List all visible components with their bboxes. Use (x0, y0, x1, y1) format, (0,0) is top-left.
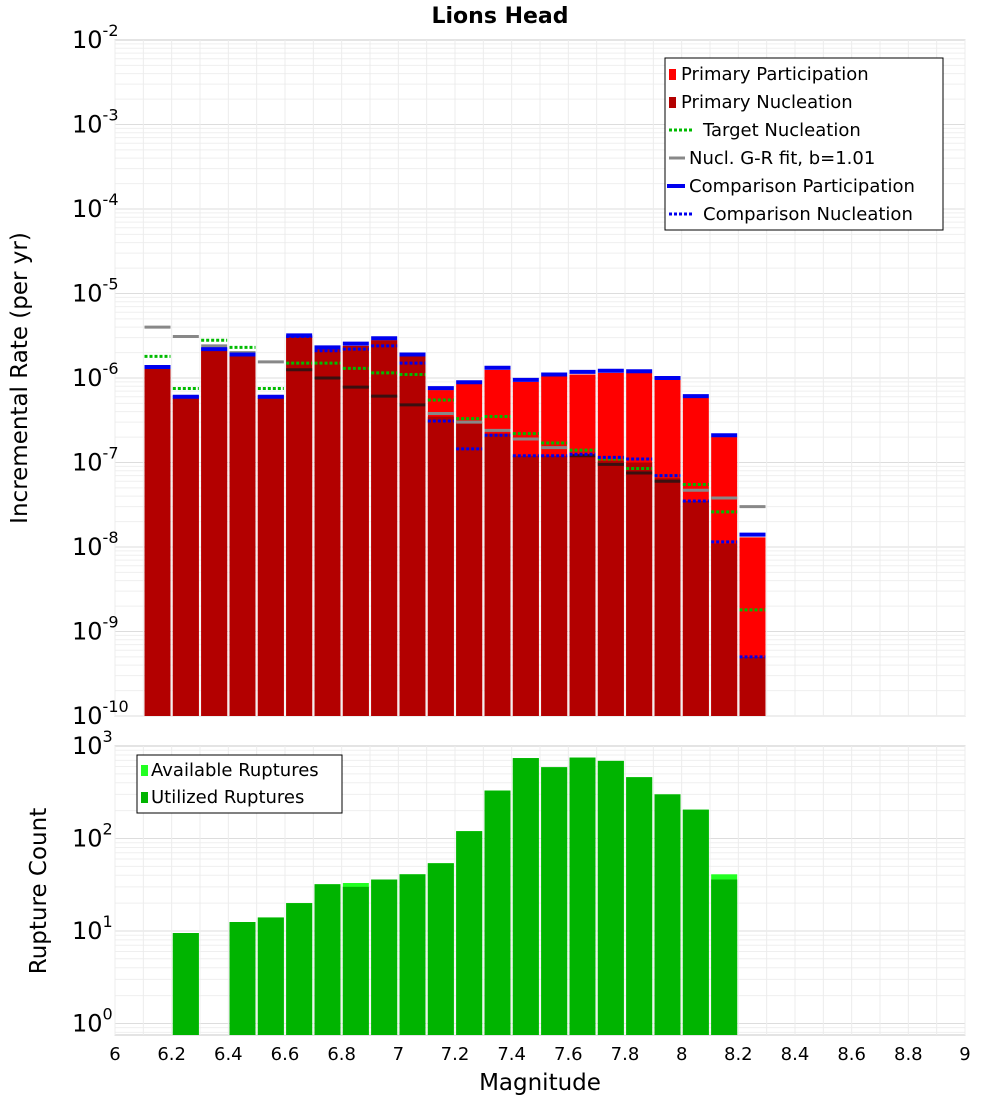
bottom-y-axis-label: Rupture Count (26, 808, 52, 974)
y-tick-label: 10-3 (72, 106, 119, 139)
nucleation-bar (201, 350, 228, 716)
nucleation-bar (342, 345, 369, 716)
utilized-ruptures-bar (257, 917, 284, 1035)
bottom-legend: Available Ruptures Utilized Ruptures (136, 754, 343, 814)
x-tick-label: 6.8 (327, 1044, 356, 1065)
nucleation-bar (371, 340, 398, 716)
nucleation-bar (314, 349, 341, 716)
x-ticks: 6 6.2 6.4 6.6 6.8 7 7.2 7.4 7.6 7.8 8 8.2 8.4 8.6 8.8 9 (109, 1044, 970, 1065)
top-panel: 10-2 10-3 10-4 10-5 10-6 10-7 10-8 10-9 10-10 In… (7, 21, 966, 730)
utilized-ruptures-bar (456, 831, 483, 1035)
y-tick-label: 103 (72, 727, 113, 760)
nucleation-bar (427, 416, 454, 716)
utilized-ruptures-bar (541, 767, 568, 1035)
nucleation-bar (682, 501, 709, 716)
legend-label: Utilized Ruptures (151, 787, 304, 808)
x-tick-label: 6 (109, 1044, 120, 1065)
legend-label: Primary Nucleation (681, 92, 853, 113)
utilized-ruptures-bar (569, 757, 596, 1035)
nucleation-bar (286, 336, 313, 716)
legend-swatch (669, 97, 676, 108)
legend-label: Comparison Nucleation (703, 204, 913, 225)
x-tick-label: 7.2 (441, 1044, 470, 1065)
y-tick-label: 10-9 (72, 613, 119, 646)
top-legend: Primary Participation Primary Nucleation T… (664, 57, 944, 231)
top-bars (144, 336, 766, 716)
legend-swatch (141, 765, 148, 776)
utilized-ruptures-bar (711, 879, 738, 1035)
legend-label: Nucl. G-R fit, b=1.01 (689, 148, 875, 169)
nucleation-bar (654, 478, 681, 716)
y-tick-label: 10-2 (72, 21, 119, 54)
y-tick-label: 10-7 (72, 444, 119, 477)
chart-title: Lions Head (431, 4, 568, 29)
y-tick-label: 100 (72, 1004, 113, 1037)
legend-swatch (669, 69, 676, 80)
legend-label: Primary Participation (681, 64, 869, 85)
bottom-panel: 103 102 101 100 Rupture Count Available Rup… (26, 727, 966, 1037)
top-markers (144, 325, 766, 659)
y-tick-label: 10-8 (72, 528, 119, 561)
utilized-ruptures-bar (427, 863, 454, 1035)
top-y-axis-label: Incremental Rate (per yr) (7, 232, 33, 524)
x-tick-label: 8.6 (837, 1044, 866, 1065)
y-tick-label: 10-6 (72, 359, 119, 392)
utilized-ruptures-bar (371, 879, 398, 1035)
utilized-ruptures-bar (682, 809, 709, 1035)
x-tick-label: 9 (959, 1044, 970, 1065)
nucleation-bar (172, 397, 199, 716)
x-tick-label: 6.4 (214, 1044, 243, 1065)
y-tick-label: 101 (72, 912, 113, 945)
x-tick-label: 8.8 (894, 1044, 923, 1065)
legend-swatch (141, 792, 148, 803)
utilized-ruptures-bar (286, 903, 313, 1035)
x-tick-label: 7.8 (611, 1044, 640, 1065)
utilized-ruptures-bar (229, 922, 256, 1035)
nucleation-bar (399, 356, 426, 716)
legend-label: Comparison Participation (689, 176, 915, 197)
x-tick-label: 7.6 (554, 1044, 583, 1065)
y-tick-label: 102 (72, 819, 113, 852)
x-tick-label: 7 (393, 1044, 404, 1065)
x-tick-label: 8.4 (781, 1044, 810, 1065)
top-y-ticks: 10-2 10-3 10-4 10-5 10-6 10-7 10-8 10-9 10-10 (72, 21, 129, 730)
x-tick-label: 8 (676, 1044, 687, 1065)
nucleation-bar (144, 368, 171, 716)
x-tick-label: 7.4 (497, 1044, 526, 1065)
legend-label: Target Nucleation (702, 120, 861, 141)
y-tick-label: 10-4 (72, 190, 119, 223)
x-tick-label: 8.2 (724, 1044, 753, 1065)
utilized-ruptures-bar (314, 884, 341, 1035)
utilized-ruptures-bar (342, 886, 369, 1035)
legend-box (136, 754, 343, 814)
y-tick-label: 10-10 (72, 697, 129, 730)
utilized-ruptures-bar (512, 758, 539, 1035)
legend-label: Available Ruptures (151, 760, 319, 781)
y-tick-label: 10-5 (72, 275, 119, 308)
nucleation-bar (456, 422, 483, 716)
nucleation-bar (229, 356, 256, 716)
nucleation-bar (484, 433, 511, 716)
nucleation-bar (541, 455, 568, 716)
bottom-y-ticks: 103 102 101 100 (72, 727, 113, 1037)
nucleation-bar (569, 454, 596, 716)
bottom-bars (172, 757, 738, 1035)
x-tick-label: 6.2 (157, 1044, 186, 1065)
x-tick-label: 6.6 (271, 1044, 300, 1065)
utilized-ruptures-bar (597, 760, 624, 1035)
nucleation-bar (512, 455, 539, 716)
utilized-ruptures-bar (626, 777, 653, 1035)
nucleation-bar (739, 656, 766, 716)
utilized-ruptures-bar (172, 933, 199, 1035)
nucleation-bar (626, 462, 653, 716)
utilized-ruptures-bar (654, 794, 681, 1035)
nucleation-bar (257, 397, 284, 716)
nucleation-bar (711, 543, 738, 716)
nucleation-bar (597, 460, 624, 716)
x-axis-label: Magnitude (479, 1070, 601, 1096)
utilized-ruptures-bar (399, 874, 426, 1035)
utilized-ruptures-bar (484, 790, 511, 1035)
legend-box (664, 57, 944, 231)
